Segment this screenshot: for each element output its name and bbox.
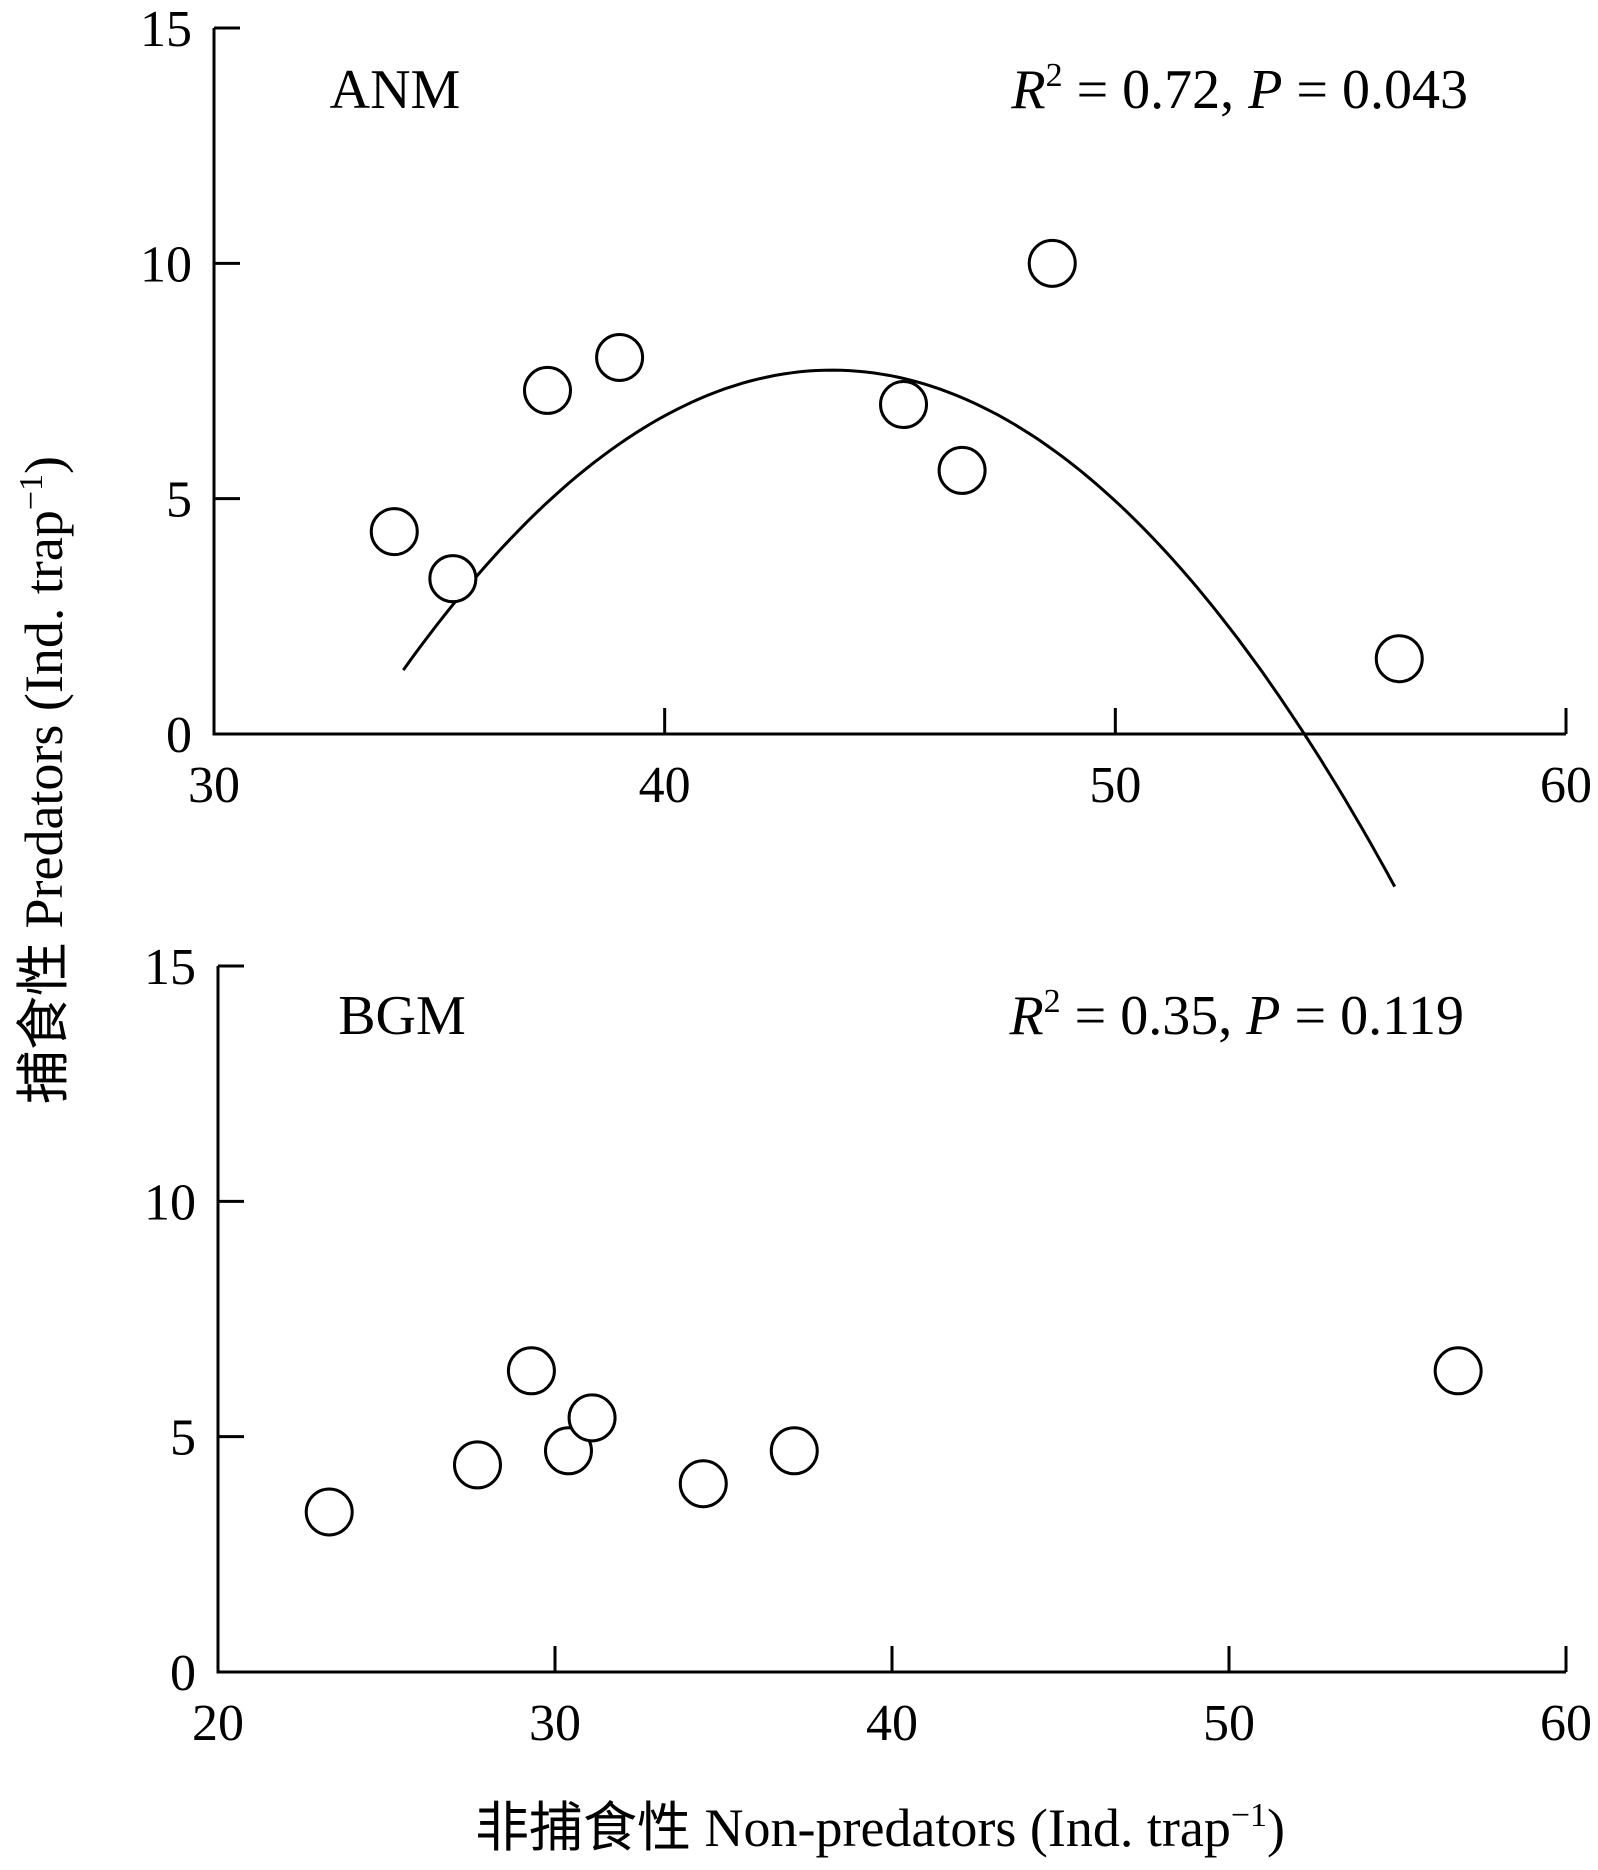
anm-y-tick-label: 15 — [140, 1, 192, 58]
bgm-data-point — [506, 1346, 556, 1396]
bgm-stats-label: R2 = 0.35, P = 0.119 — [1008, 983, 1464, 1047]
bgm-data-point — [678, 1459, 728, 1509]
anm-data-point — [879, 380, 929, 430]
anm-panel-label: ANM — [330, 59, 461, 121]
bgm-data-point — [567, 1393, 617, 1443]
anm-stats-label: R2 = 0.72, P = 0.043 — [1010, 57, 1468, 121]
anm-y-tick-label: 0 — [166, 707, 192, 764]
anm-x-tick-label: 50 — [1089, 757, 1141, 814]
anm-data-point — [595, 332, 645, 382]
bgm-panel-label: BGM — [338, 985, 466, 1047]
y-axis-title-superscript: −1 — [13, 474, 50, 510]
bgm-y-tick-label: 5 — [170, 1410, 196, 1467]
bgm-axes — [216, 966, 1566, 1674]
panel-bgm: 0 5 10 15 20 30 40 50 60 BGM R2 = 0.35, P = 0.119 — [144, 939, 1592, 1752]
anm-data-point — [428, 554, 478, 604]
bgm-y-tick-label: 10 — [144, 1174, 196, 1231]
anm-fit-curve — [402, 368, 1397, 888]
anm-y-tick-label: 5 — [166, 472, 192, 529]
anm-data-point — [522, 365, 572, 415]
anm-x-tick-label: 60 — [1540, 757, 1592, 814]
x-axis-title: 非捕食性 Non-predators (Ind. trap−1) — [475, 1797, 1285, 1858]
anm-data-point — [369, 507, 419, 557]
bgm-y-tick-label: 0 — [170, 1645, 196, 1702]
bgm-x-tick-label: 20 — [192, 1695, 244, 1752]
y-axis-title: 捕食性 Predators (Ind. trap−1) — [13, 456, 74, 1104]
x-axis-title-superscript: −1 — [1231, 1797, 1267, 1834]
anm-x-tick-label: 30 — [188, 757, 240, 814]
bgm-data-point — [452, 1440, 502, 1490]
anm-axes — [212, 28, 1566, 736]
bgm-x-tick-label: 40 — [866, 1695, 918, 1752]
anm-data-point — [937, 445, 987, 495]
bgm-data-point — [304, 1487, 354, 1537]
anm-x-tick-label: 40 — [639, 757, 691, 814]
bgm-x-tick-label: 60 — [1540, 1695, 1592, 1752]
anm-data-point — [1027, 238, 1077, 288]
bgm-data-point — [543, 1426, 593, 1476]
bgm-data-point — [769, 1426, 819, 1476]
anm-data-point — [1374, 634, 1424, 684]
bgm-y-tick-label: 15 — [144, 939, 196, 996]
bgm-data-point — [1433, 1346, 1483, 1396]
bgm-x-tick-label: 30 — [529, 1695, 581, 1752]
anm-y-tick-label: 10 — [140, 236, 192, 293]
panel-anm: 0 5 10 15 30 40 50 60 ANM R2 = 0.72, P = 0.043 — [140, 1, 1592, 888]
bgm-x-tick-label: 50 — [1203, 1695, 1255, 1752]
